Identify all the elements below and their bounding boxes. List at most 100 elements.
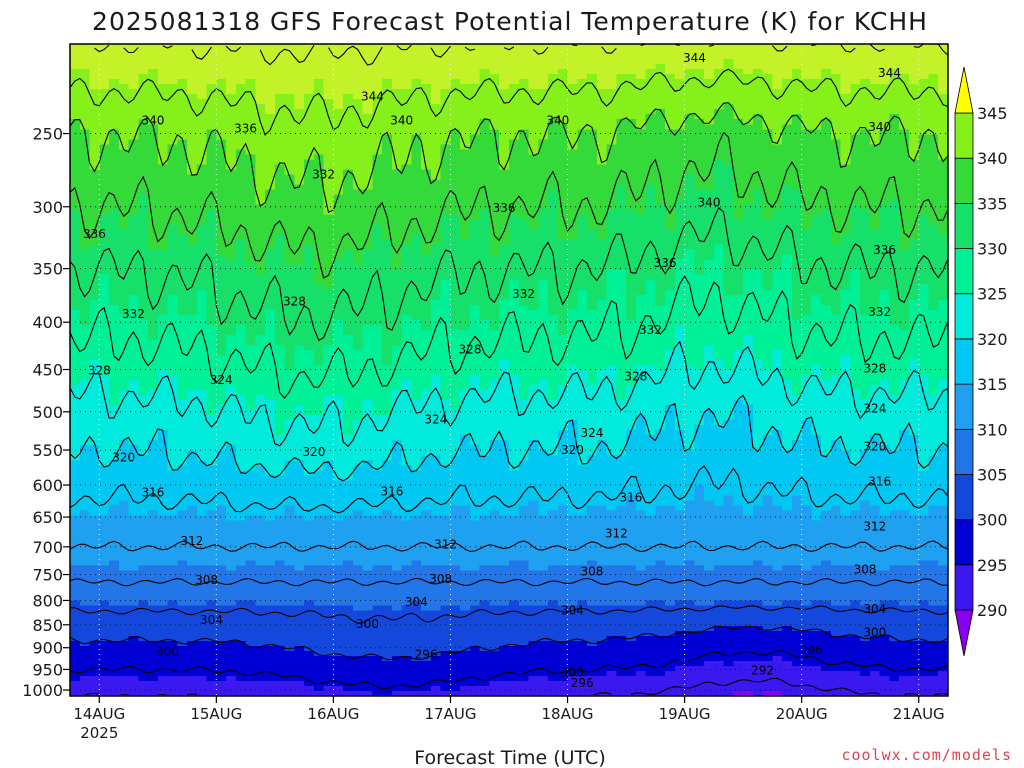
colorbar-segment	[954, 293, 974, 340]
colorbar: 290 295 300 305 310 315 320 325 330 335 340 345	[954, 66, 1008, 657]
y-tick-label: 700	[32, 538, 63, 557]
grid	[70, 44, 948, 696]
isentrope-348	[94, 44, 948, 66]
colorbar-tick-label: 325	[977, 285, 1008, 304]
contour-label: 332	[512, 287, 535, 301]
x-tick-label: 15AUG	[190, 705, 242, 723]
contour-label: 344	[683, 51, 706, 65]
contour-label: 324	[424, 413, 447, 427]
contour-label: 344	[878, 66, 901, 80]
y-tick-label: 250	[32, 125, 63, 144]
contour-label: 336	[873, 243, 896, 257]
colorbar-segment	[954, 564, 974, 611]
contour-label: 312	[863, 519, 886, 533]
contour-label: 336	[654, 256, 677, 270]
contour-label: 300	[561, 665, 584, 679]
contour-label: 340	[141, 114, 164, 128]
y-tick-label: 950	[32, 660, 63, 679]
contour-label: 296	[800, 643, 823, 657]
contour-label: 324	[863, 402, 886, 416]
x-tick-label: 20AUG	[776, 705, 828, 723]
contour-label: 316	[619, 491, 642, 505]
x-axis-label: Forecast Time (UTC)	[414, 747, 605, 768]
y-tick-label: 900	[32, 639, 63, 658]
contour-label: 304	[863, 602, 886, 616]
contour-label: 328	[88, 363, 111, 377]
colorbar-tick-label: 290	[977, 601, 1008, 620]
colorbar-arrow-top	[954, 66, 974, 114]
isentrope-292	[84, 677, 948, 696]
contour-label: 304	[405, 595, 428, 609]
contour-label: 296	[571, 676, 594, 690]
contour-label: 304	[561, 603, 584, 617]
contour-label: 340	[868, 120, 891, 134]
x-tick-label: 18AUG	[542, 705, 594, 723]
contour-label: 332	[312, 168, 335, 182]
isentrope-320	[70, 394, 948, 482]
x-tick-year: 2025	[80, 724, 118, 742]
contour-label: 312	[434, 538, 457, 552]
colorbar-tick-label: 335	[977, 194, 1008, 213]
colorbar-tick-label: 305	[977, 466, 1008, 485]
colorbar-tick-label: 320	[977, 330, 1008, 349]
credit-link[interactable]: coolwx.com/models	[841, 746, 1012, 764]
x-tick-label: 19AUG	[659, 705, 711, 723]
isentrope-296	[70, 650, 948, 690]
y-tick-label: 850	[32, 616, 63, 635]
x-tick-label: 14AUG	[73, 705, 125, 723]
contour-label: 332	[868, 305, 891, 319]
x-tick-label: 17AUG	[425, 705, 477, 723]
colorbar-segment	[954, 338, 974, 385]
colorbar-tick-label: 345	[977, 104, 1008, 123]
contour-label: 328	[283, 295, 306, 309]
colorbar-segment	[954, 112, 974, 159]
colorbar-tick-label: 330	[977, 240, 1008, 259]
contour-label: 328	[459, 342, 482, 356]
isentrope-344	[70, 68, 948, 136]
isentrope-300	[70, 625, 948, 661]
colorbar-arrow-bottom	[954, 609, 974, 657]
colorbar-segment	[954, 248, 974, 295]
contour-label: 300	[356, 617, 379, 631]
y-tick-label: 600	[32, 476, 63, 495]
contour-label: 336	[493, 201, 516, 215]
contour-label: 324	[210, 373, 233, 387]
contour-labels: 344 344 344 340 336 340 340 340 332 340 336 336 336 3…	[83, 51, 901, 690]
contour-label: 320	[112, 450, 135, 464]
y-tick-label: 350	[32, 260, 63, 279]
chart-title: 2025081318 GFS Forecast Potential Temper…	[92, 7, 928, 36]
y-tick-label: 300	[32, 198, 63, 217]
contour-label: 328	[863, 362, 886, 376]
contour-label: 340	[390, 114, 413, 128]
contour-label: 312	[180, 534, 203, 548]
y-tick-label: 500	[32, 403, 63, 422]
contour-label: 340	[698, 196, 721, 210]
contour-label: 320	[302, 445, 325, 459]
y-tick-label: 800	[32, 592, 63, 611]
isentrope-324	[70, 340, 948, 448]
isentrope-332	[70, 206, 948, 342]
colorbar-tick-label: 300	[977, 511, 1008, 530]
colorbar-segment	[954, 428, 974, 475]
contour-label: 316	[380, 485, 403, 499]
colorbar-tick-label: 295	[977, 556, 1008, 575]
colorbar-tick-label: 340	[977, 149, 1008, 168]
contour-label: 308	[429, 572, 452, 586]
filled-contours	[70, 44, 948, 696]
y-tick-label: 400	[32, 313, 63, 332]
colorbar-segment	[954, 519, 974, 566]
y-tick-label: 450	[32, 361, 63, 380]
y-tick-label: 650	[32, 508, 63, 527]
y-tick-label: 550	[32, 441, 63, 460]
y-tick-label: 750	[32, 566, 63, 585]
contour-label: 308	[580, 564, 603, 578]
colorbar-tick-label: 310	[977, 420, 1008, 439]
contour-label: 308	[195, 573, 218, 587]
contour-label: 328	[624, 370, 647, 384]
contour-label: 340	[546, 114, 569, 128]
contour-label: 320	[863, 439, 886, 453]
x-tick-label: 21AUG	[893, 705, 945, 723]
contour-label: 296	[415, 647, 438, 661]
